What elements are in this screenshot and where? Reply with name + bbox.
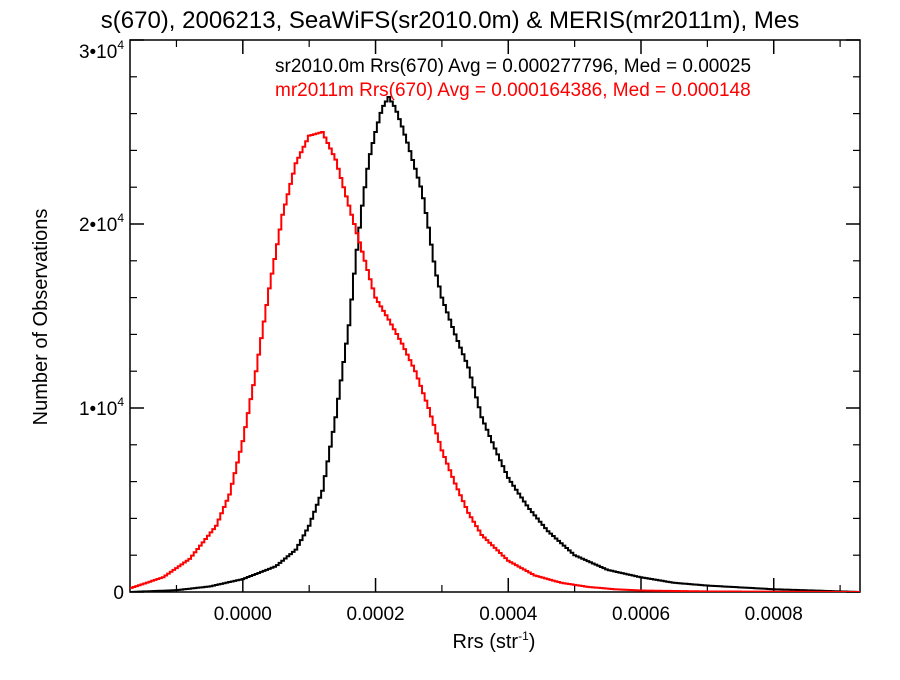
y-tick-label-sup-1: 4 (117, 395, 124, 409)
x-tick-label-0: 0.0000 (214, 604, 272, 625)
x-tick-label-4: 0.0008 (745, 604, 803, 625)
x-axis-label: Rrs (str-1) (453, 629, 536, 653)
x-axis-label-end: ) (529, 631, 536, 653)
x-axis-label-main: Rrs (str (453, 631, 519, 653)
chart-title: s(670), 2006213, SeaWiFS(sr2010.0m) & ME… (101, 7, 799, 34)
series-line-1 (130, 131, 860, 592)
y-tick-label-1: 1•104 (79, 395, 124, 420)
y-tick-label-main-0: 0 (113, 583, 124, 604)
series-line-0 (130, 96, 860, 592)
x-tick-label-1: 0.0002 (346, 604, 404, 625)
y-tick-label-main-2: 2•10 (79, 215, 117, 236)
plot-area: 0.0000 0.0002 0.0004 0.0006 0.000801•1042•10… (79, 38, 861, 625)
y-tick-label-main-3: 3•10 (79, 42, 117, 63)
annotation-0: sr2010.0m Rrs(670) Avg = 0.000277796, Me… (275, 56, 751, 77)
x-tick-label-3: 0.0006 (612, 604, 670, 625)
x-axis-label-superscript: -1 (518, 629, 529, 643)
y-tick-label-2: 2•104 (79, 211, 124, 236)
y-tick-label-main-1: 1•10 (79, 399, 117, 420)
y-tick-label-sup-3: 4 (117, 38, 124, 52)
y-tick-label-sup-2: 4 (117, 211, 124, 225)
y-axis-label: Number of Observations (30, 209, 52, 426)
annotation-1: mr2011m Rrs(670) Avg = 0.000164386, Med … (275, 80, 751, 101)
y-tick-label-0: 0 (113, 583, 124, 604)
y-tick-label-3: 3•104 (79, 38, 124, 63)
plot-frame (129, 39, 861, 593)
x-tick-label-2: 0.0004 (479, 604, 538, 625)
